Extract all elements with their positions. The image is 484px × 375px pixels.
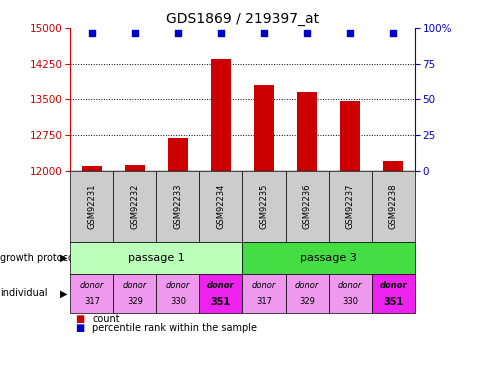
Text: donor: donor — [122, 280, 147, 290]
Point — [259, 30, 267, 36]
Text: donor: donor — [294, 280, 318, 290]
Text: 329: 329 — [299, 297, 314, 306]
Point — [174, 30, 182, 36]
Text: GSM92236: GSM92236 — [302, 183, 311, 229]
Text: GSM92238: GSM92238 — [388, 183, 397, 229]
Bar — [168, 138, 187, 171]
Bar — [125, 165, 144, 171]
Text: passage 1: passage 1 — [128, 253, 184, 263]
Text: 351: 351 — [382, 297, 403, 307]
Text: percentile rank within the sample: percentile rank within the sample — [92, 323, 257, 333]
Text: individual: individual — [0, 288, 47, 298]
Text: 329: 329 — [127, 297, 142, 306]
Text: ■: ■ — [75, 314, 84, 324]
Text: growth protocol: growth protocol — [0, 253, 76, 263]
Bar — [211, 59, 230, 171]
Text: GSM92237: GSM92237 — [345, 183, 354, 229]
Text: donor: donor — [207, 280, 234, 290]
Text: donor: donor — [337, 280, 362, 290]
Text: donor: donor — [251, 280, 276, 290]
Text: ▶: ▶ — [60, 288, 68, 298]
Point — [217, 30, 225, 36]
Text: 351: 351 — [211, 297, 231, 307]
Text: 317: 317 — [84, 297, 100, 306]
Point — [346, 30, 353, 36]
Point — [302, 30, 310, 36]
Text: passage 3: passage 3 — [300, 253, 356, 263]
Point — [389, 30, 396, 36]
Bar — [297, 92, 316, 171]
Text: donor: donor — [166, 280, 190, 290]
Text: GSM92235: GSM92235 — [259, 183, 268, 229]
Bar — [254, 85, 273, 171]
Text: 317: 317 — [256, 297, 272, 306]
Text: GSM92231: GSM92231 — [87, 183, 96, 229]
Text: GSM92233: GSM92233 — [173, 183, 182, 229]
Title: GDS1869 / 219397_at: GDS1869 / 219397_at — [166, 12, 318, 26]
Bar — [82, 166, 101, 171]
Text: 330: 330 — [341, 297, 357, 306]
Point — [88, 30, 95, 36]
Text: GSM92234: GSM92234 — [216, 183, 225, 229]
Text: donor: donor — [79, 280, 104, 290]
Text: 330: 330 — [169, 297, 185, 306]
Bar — [383, 161, 402, 171]
Point — [131, 30, 138, 36]
Text: donor: donor — [378, 280, 406, 290]
Text: count: count — [92, 314, 120, 324]
Text: GSM92232: GSM92232 — [130, 183, 139, 229]
Text: ▶: ▶ — [60, 253, 68, 263]
Text: ■: ■ — [75, 323, 84, 333]
Bar — [340, 101, 359, 171]
